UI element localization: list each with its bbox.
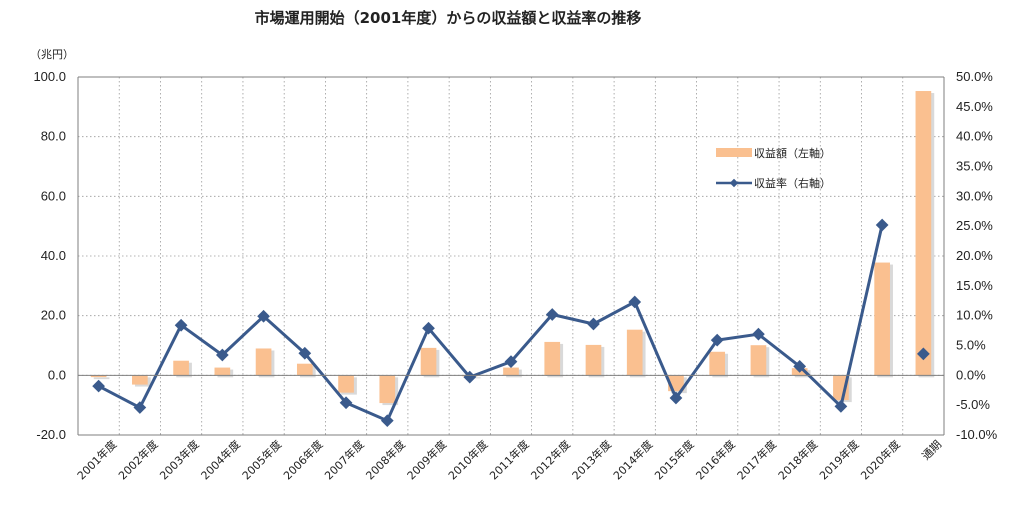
bar [379,375,396,404]
left-tick-label: 20.0 [41,308,66,323]
chart-title: 市場運用開始（2001年度）からの収益額と収益率の推移 [255,9,642,27]
x-tick-label: 2008年度 [363,437,408,482]
bar [90,375,107,378]
bar [915,91,932,376]
bar [750,345,767,376]
x-tick-label: 2009年度 [404,437,449,482]
left-tick-label: 60.0 [41,188,66,203]
axes: -20.0 0.0 20.0 40.0 60.0 80.0 100.0 -10.0% -5.0%… [33,69,997,482]
right-tick-label: 50.0% [956,69,993,84]
rate-marker [339,396,353,410]
x-tick-label: 2019年度 [816,437,861,482]
rate-marker [92,379,105,393]
bar [296,363,313,376]
x-tick-label: 2013年度 [569,437,614,482]
line-series [92,218,930,428]
bar [132,375,148,385]
bar [585,344,602,376]
legend-line-marker [729,178,739,188]
right-tick-label: 30.0% [956,188,993,203]
x-tick-label: 通期 [919,438,944,463]
right-tick-label: 0.0% [956,367,986,382]
legend: 収益額（左軸） 収益率（右軸） [716,146,831,190]
x-tick-label: 2007年度 [322,437,367,482]
right-tick-label: 40.0% [956,129,993,144]
rate-marker [628,295,642,309]
x-tick-label: 2005年度 [239,437,284,482]
x-tick-label: 2017年度 [734,437,779,482]
rate-marker [174,318,188,332]
bar [255,348,272,376]
rate-marker [463,370,477,384]
bar [626,329,643,376]
bar [874,262,890,376]
left-tick-label: 100.0 [33,69,66,84]
right-tick-label: 10.0% [956,308,993,323]
right-tick-label: 25.0% [956,218,993,233]
x-tick-label: 2011年度 [486,437,531,482]
bar [544,341,561,376]
left-axis-unit: （兆円） [30,48,74,61]
rate-marker [133,401,147,414]
x-tick-label: 2012年度 [528,437,573,482]
rate-line [97,224,884,423]
legend-bar-swatch [716,148,752,157]
left-tick-label: 40.0 [41,248,66,263]
x-tick-label: 2001年度 [74,437,119,482]
x-tick-label: 2014年度 [610,437,655,482]
right-tick-label: 20.0% [956,248,993,263]
bar-series [90,91,935,406]
bar [709,351,726,376]
bar [503,367,519,376]
legend-bar-label: 収益額（左軸） [754,146,831,160]
right-tick-label: 5.0% [956,338,986,353]
bar [420,347,437,376]
x-tick-label: 2006年度 [280,437,325,482]
rate-marker [380,414,394,428]
x-tick-label: 2003年度 [157,437,202,482]
bar [338,375,354,393]
left-tick-label: 0.0 [48,367,66,382]
bar [214,367,231,376]
right-tick-label: 45.0% [956,99,993,114]
x-tick-label: 2016年度 [693,437,738,482]
bar-shadow [93,377,110,380]
left-tick-label: -20.0 [36,427,66,442]
legend-line-label: 収益率（右軸） [754,176,831,190]
rate-marker [257,309,270,323]
x-tick-label: 2020年度 [858,437,903,482]
x-tick-label: 2015年度 [651,437,696,482]
left-tick-label: 80.0 [41,129,66,144]
rate-marker [298,346,312,360]
rate-marker [215,348,229,362]
right-tick-label: 35.0% [956,159,993,174]
right-tick-label: -5.0% [956,397,990,412]
x-tick-label: 2018年度 [775,437,820,482]
bar [173,360,189,376]
right-tick-label: -10.0% [956,427,998,442]
rate-marker [875,218,889,232]
x-tick-label: 2004年度 [198,437,243,482]
x-tick-label: 2002年度 [115,437,160,482]
right-tick-label: 15.0% [956,278,993,293]
rate-marker [587,317,600,331]
rate-marker [422,321,435,335]
x-tick-label: 2010年度 [445,437,490,482]
